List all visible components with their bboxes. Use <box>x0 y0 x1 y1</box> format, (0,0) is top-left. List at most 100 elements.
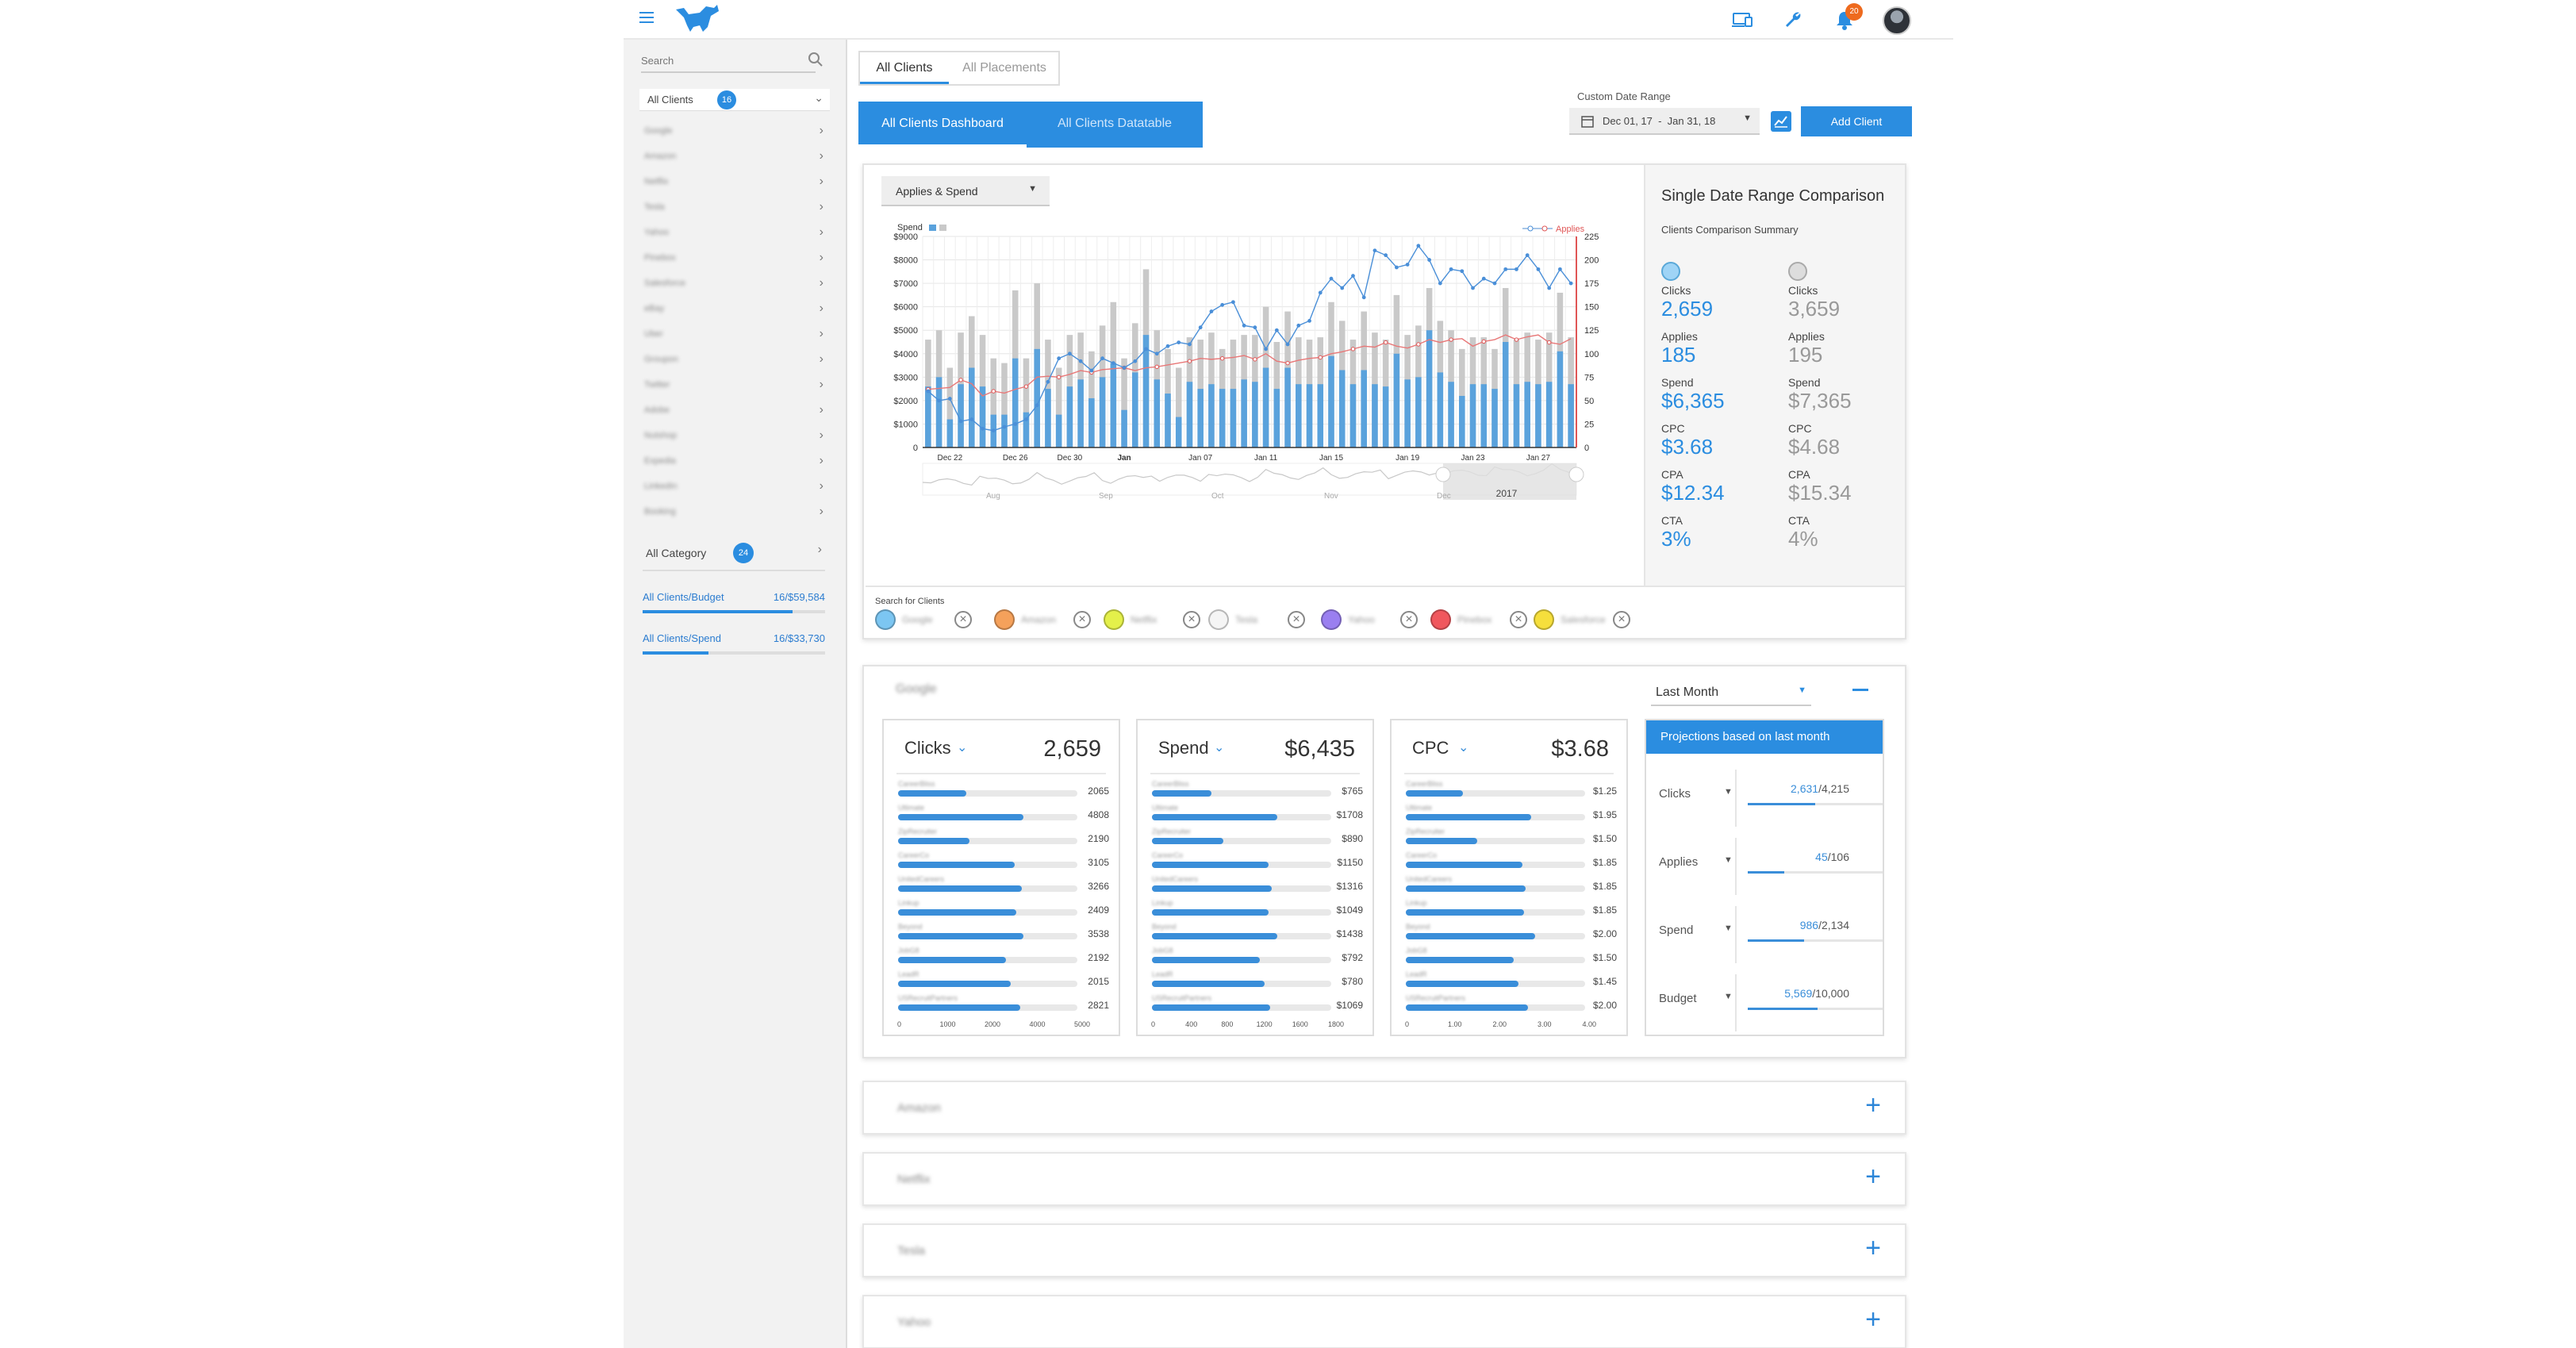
range-selector[interactable]: Last Month ▼ <box>1651 678 1811 706</box>
metric-bar-row[interactable]: CareerCo $1.85 <box>1406 851 1617 876</box>
metric-bar-row[interactable]: JobG8 2192 <box>898 947 1109 971</box>
client-accordion[interactable]: Netflix + <box>862 1152 1906 1206</box>
metric-bar-row[interactable]: Ultimate $1708 <box>1152 804 1363 828</box>
client-chip[interactable]: Amazon × <box>994 608 1105 632</box>
all-category-dropdown[interactable]: All Category 24 › <box>639 541 830 565</box>
sidebar-client-item[interactable]: Netflix › <box>644 170 823 194</box>
client-accordion[interactable]: Amazon + <box>862 1081 1906 1135</box>
client-chip[interactable]: Pinebox × <box>1430 608 1541 632</box>
sidebar-client-item[interactable]: Twitter › <box>644 373 823 397</box>
spend-summary[interactable]: All Clients/Spend 16/$33,730 <box>643 632 825 658</box>
date-range-picker[interactable]: Dec 01, 17 - Jan 31, 18 ▼ <box>1569 108 1760 135</box>
metric-bar-row[interactable]: UnitedCareers $1316 <box>1152 875 1363 900</box>
remove-chip-icon[interactable]: × <box>1183 611 1200 628</box>
remove-chip-icon[interactable]: × <box>954 611 972 628</box>
metric-card-title[interactable]: CPC <box>1412 738 1449 758</box>
sidebar-client-item[interactable]: LinkedIn › <box>644 474 823 498</box>
metric-bar-row[interactable]: Beyond $1438 <box>1152 923 1363 947</box>
client-b-indicator[interactable] <box>1788 262 1807 281</box>
metric-bar-row[interactable]: ZipRecruiter 2190 <box>898 828 1109 852</box>
remove-chip-icon[interactable]: × <box>1400 611 1418 628</box>
metric-card-title[interactable]: Spend <box>1158 738 1209 758</box>
sidebar-client-item[interactable]: Booking › <box>644 500 823 524</box>
tab-all-placements[interactable]: All Placements <box>962 61 1046 75</box>
sidebar-client-item[interactable]: Groupon › <box>644 348 823 371</box>
tab-dashboard[interactable]: All Clients Dashboard <box>858 108 1027 148</box>
projection-label[interactable]: Budget <box>1659 992 1697 1005</box>
metric-bar-row[interactable]: Ultimate $1.95 <box>1406 804 1617 828</box>
expand-plus-icon[interactable]: + <box>1865 1090 1881 1120</box>
metric-bar-row[interactable]: CareerBliss 2065 <box>898 780 1109 805</box>
chart-toggle-button[interactable] <box>1771 111 1791 132</box>
sidebar-client-item[interactable]: eBay › <box>644 297 823 321</box>
sidebar-client-item[interactable]: Salesforce › <box>644 271 823 295</box>
metric-bar-row[interactable]: UnitedCareers $1.85 <box>1406 875 1617 900</box>
caret-down-icon[interactable]: ▼ <box>1724 992 1733 1001</box>
remove-chip-icon[interactable]: × <box>1073 611 1091 628</box>
metric-bar-row[interactable]: USRecruitPartners $1069 <box>1152 994 1363 1019</box>
sidebar-client-item[interactable]: Uber › <box>644 322 823 346</box>
sidebar-client-item[interactable]: Google › <box>644 119 823 143</box>
expand-plus-icon[interactable]: + <box>1865 1304 1881 1335</box>
wrench-icon[interactable] <box>1783 10 1802 29</box>
remove-chip-icon[interactable]: × <box>1288 611 1305 628</box>
client-chip[interactable]: Salesforce × <box>1534 608 1645 632</box>
metric-bar-row[interactable]: Linkup $1049 <box>1152 899 1363 924</box>
metric-bar-row[interactable]: Beyond 3538 <box>898 923 1109 947</box>
metric-bar-row[interactable]: Beyond $2.00 <box>1406 923 1617 947</box>
metric-bar-row[interactable]: Linkup $1.85 <box>1406 899 1617 924</box>
add-client-button[interactable]: Add Client <box>1801 106 1912 136</box>
sidebar-client-item[interactable]: Pinebox › <box>644 246 823 270</box>
client-a-indicator[interactable] <box>1661 262 1680 281</box>
client-chip[interactable]: Netflix × <box>1104 608 1215 632</box>
devices-icon[interactable] <box>1732 11 1754 29</box>
tab-datatable[interactable]: All Clients Datatable <box>1057 117 1173 130</box>
metric-card-title[interactable]: Clicks <box>904 738 951 758</box>
metric-bar-row[interactable]: CareerBliss $765 <box>1152 780 1363 805</box>
expand-plus-icon[interactable]: + <box>1865 1233 1881 1263</box>
all-clients-dropdown[interactable]: All Clients 16 ⌄ <box>639 89 830 111</box>
metric-bar-row[interactable]: LeadR $1.45 <box>1406 970 1617 995</box>
metric-bar-row[interactable]: ZipRecruiter $890 <box>1152 828 1363 852</box>
metric-bar-row[interactable]: CareerBliss $1.25 <box>1406 780 1617 805</box>
expand-plus-icon[interactable]: + <box>1865 1162 1881 1192</box>
hamburger-menu-icon[interactable] <box>639 12 654 23</box>
metric-bar-row[interactable]: Linkup 2409 <box>898 899 1109 924</box>
metric-bar-row[interactable]: USRecruitPartners 2821 <box>898 994 1109 1019</box>
metric-bar-row[interactable]: UnitedCareers 3266 <box>898 875 1109 900</box>
chevron-down-icon[interactable]: ⌄ <box>957 741 968 755</box>
metric-bar-row[interactable]: CareerCo 3105 <box>898 851 1109 876</box>
metric-bar-row[interactable]: JobG8 $792 <box>1152 947 1363 971</box>
client-chip[interactable]: Yahoo × <box>1321 608 1432 632</box>
metric-selector[interactable]: Applies & Spend ▼ <box>881 176 1050 206</box>
metric-bar-row[interactable]: Ultimate 4808 <box>898 804 1109 828</box>
budget-summary[interactable]: All Clients/Budget 16/$59,584 <box>643 591 825 616</box>
client-chip[interactable]: Google × <box>875 608 986 632</box>
remove-chip-icon[interactable]: × <box>1613 611 1630 628</box>
sidebar-client-item[interactable]: Nutshop › <box>644 424 823 447</box>
client-accordion[interactable]: Yahoo + <box>862 1295 1906 1348</box>
collapse-icon[interactable] <box>1852 689 1868 691</box>
projection-label[interactable]: Spend <box>1659 924 1694 937</box>
user-avatar[interactable] <box>1883 6 1911 35</box>
client-accordion[interactable]: Tesla + <box>862 1223 1906 1277</box>
sidebar-client-item[interactable]: Adobe › <box>644 398 823 422</box>
search-input[interactable] <box>641 49 816 73</box>
projection-label[interactable]: Applies <box>1659 855 1699 869</box>
chevron-down-icon[interactable]: ⌄ <box>1214 741 1225 755</box>
caret-down-icon[interactable]: ▼ <box>1724 787 1733 797</box>
sidebar-client-item[interactable]: Tesla › <box>644 195 823 219</box>
sidebar-client-item[interactable]: Expedia › <box>644 449 823 473</box>
metric-bar-row[interactable]: USRecruitPartners $2.00 <box>1406 994 1617 1019</box>
caret-down-icon[interactable]: ▼ <box>1724 924 1733 933</box>
metric-bar-row[interactable]: LeadR 2015 <box>898 970 1109 995</box>
projection-label[interactable]: Clicks <box>1659 787 1691 801</box>
chevron-down-icon[interactable]: ⌄ <box>1458 741 1469 755</box>
metric-bar-row[interactable]: JobG8 $1.50 <box>1406 947 1617 971</box>
brand-logo-icon[interactable] <box>673 3 720 35</box>
tab-all-clients[interactable]: All Clients <box>860 52 949 84</box>
search-icon[interactable] <box>808 52 823 67</box>
remove-chip-icon[interactable]: × <box>1510 611 1527 628</box>
sidebar-client-item[interactable]: Yahoo › <box>644 221 823 244</box>
metric-bar-row[interactable]: ZipRecruiter $1.50 <box>1406 828 1617 852</box>
